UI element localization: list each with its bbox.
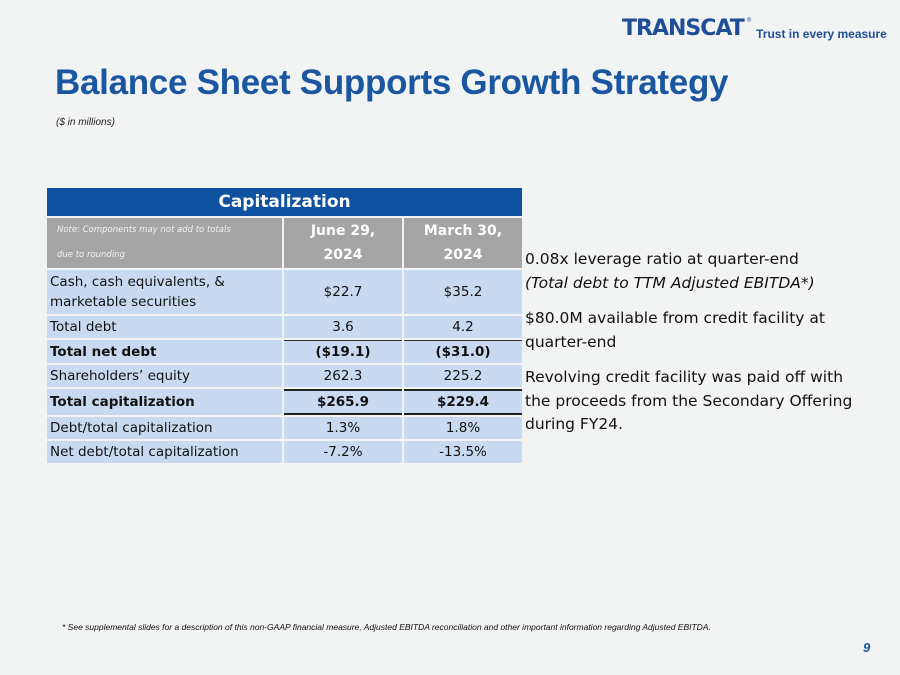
table-row: Total net debt ($19.1) ($31.0) xyxy=(47,340,522,363)
column-header-march: March 30, 2024 xyxy=(404,218,522,268)
key-points: 0.08x leverage ratio at quarter-end (Tota… xyxy=(525,248,870,449)
cell: $229.4 xyxy=(404,389,522,415)
cell: -13.5% xyxy=(404,441,522,463)
cell: 1.3% xyxy=(284,417,402,439)
table-row: Shareholders’ equity 262.3 225.2 xyxy=(47,365,522,387)
table-row: Debt/total capitalization 1.3% 1.8% xyxy=(47,417,522,439)
row-label: Cash, cash equivalents, & marketable sec… xyxy=(47,270,282,314)
capitalization-table: Capitalization Note: Components may not … xyxy=(45,186,524,465)
cell: ($31.0) xyxy=(404,340,522,363)
cell: 1.8% xyxy=(404,417,522,439)
cell: 4.2 xyxy=(404,316,522,338)
logo-brand: TRANSCAT xyxy=(622,16,745,41)
cell: $22.7 xyxy=(284,270,402,314)
row-label: Total capitalization xyxy=(47,389,282,415)
point-credit-facility: $80.0M available from credit facility at… xyxy=(525,309,825,351)
point-leverage: 0.08x leverage ratio at quarter-end (Tota… xyxy=(525,250,815,292)
transcat-logo: TRANSCAT ® Trust in every measure xyxy=(622,16,887,42)
column-header-june: June 29, 2024 xyxy=(284,218,402,268)
page-number: 9 xyxy=(863,640,871,655)
cell: 3.6 xyxy=(284,316,402,338)
registered-mark: ® xyxy=(746,18,752,24)
units-note: ($ in millions) xyxy=(56,117,115,128)
point-revolver: Revolving credit facility was paid off w… xyxy=(525,368,853,433)
cell: ($19.1) xyxy=(284,340,402,363)
row-label: Debt/total capitalization xyxy=(47,417,282,439)
cell: 225.2 xyxy=(404,365,522,387)
cell: -7.2% xyxy=(284,441,402,463)
footnote: * See supplemental slides for a descript… xyxy=(62,622,711,632)
table-title: Capitalization xyxy=(47,188,522,216)
row-label: Shareholders’ equity xyxy=(47,365,282,387)
row-label: Total debt xyxy=(47,316,282,338)
logo-tagline: Trust in every measure xyxy=(756,27,887,41)
cell: $35.2 xyxy=(404,270,522,314)
table-row: Total capitalization $265.9 $229.4 xyxy=(47,389,522,415)
table-row: Cash, cash equivalents, & marketable sec… xyxy=(47,270,522,314)
table-row: Total debt 3.6 4.2 xyxy=(47,316,522,338)
page-title: Balance Sheet Supports Growth Strategy xyxy=(55,63,729,102)
cell: $265.9 xyxy=(284,389,402,415)
rounding-note: Note: Components may not add to totals du… xyxy=(47,218,282,268)
table-row: Net debt/total capitalization -7.2% -13.5% xyxy=(47,441,522,463)
cell: 262.3 xyxy=(284,365,402,387)
row-label: Net debt/total capitalization xyxy=(47,441,282,463)
row-label: Total net debt xyxy=(47,340,282,363)
